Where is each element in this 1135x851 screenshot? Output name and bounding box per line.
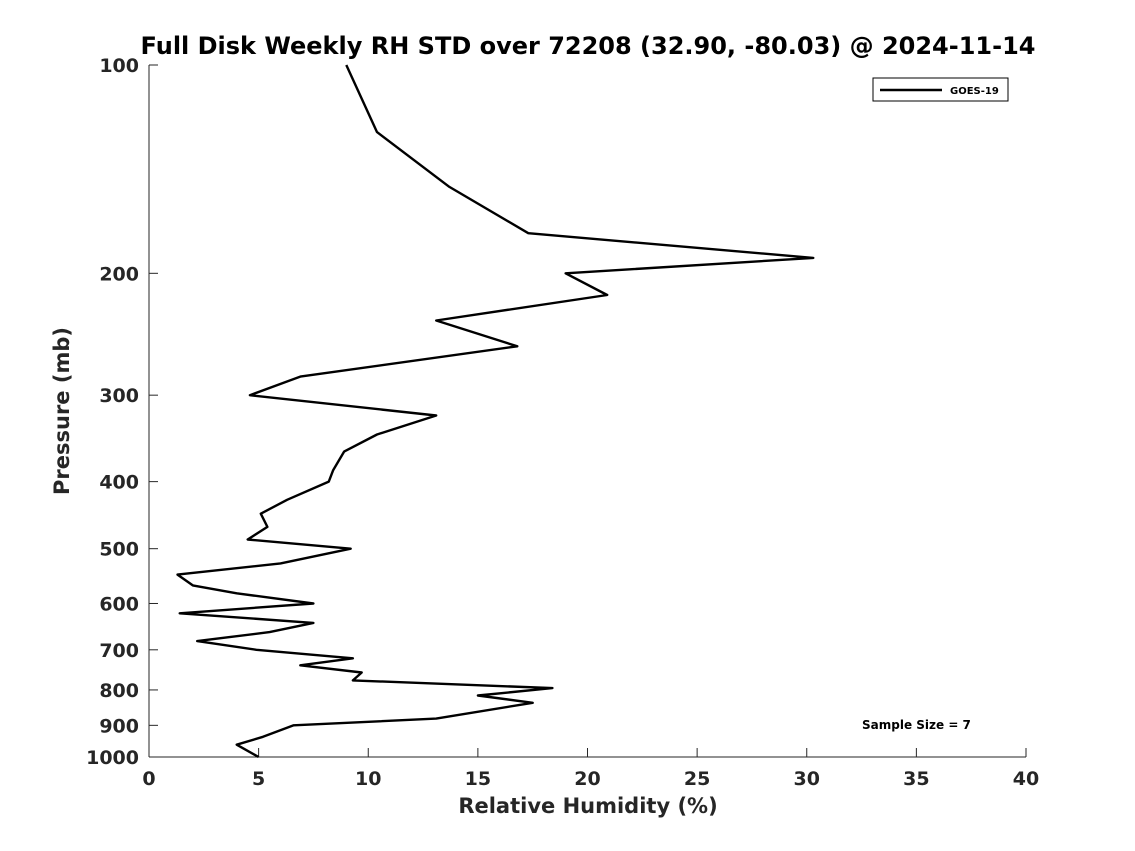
x-tick-label: 25 bbox=[684, 768, 710, 790]
y-tick-label: 500 bbox=[99, 539, 139, 561]
plot-area: 0 5 10 15 20 25 30 35 40 100 200 300 400 500 600 700 80… bbox=[86, 55, 1039, 790]
x-ticks: 0 5 10 15 20 25 30 35 40 bbox=[142, 748, 1039, 790]
x-tick-label: 40 bbox=[1013, 768, 1039, 790]
chart-title: Full Disk Weekly RH STD over 72208 (32.9… bbox=[141, 32, 1036, 60]
x-tick-label: 20 bbox=[574, 768, 600, 790]
y-tick-label: 1000 bbox=[86, 747, 139, 769]
sample-size-annotation: Sample Size = 7 bbox=[862, 718, 971, 732]
y-tick-label: 600 bbox=[99, 593, 139, 615]
y-tick-label: 100 bbox=[99, 55, 139, 77]
x-tick-label: 5 bbox=[252, 768, 265, 790]
y-ticks: 100 200 300 400 500 600 700 800 900 1000 bbox=[86, 55, 158, 769]
x-tick-label: 30 bbox=[794, 768, 820, 790]
y-tick-label: 700 bbox=[99, 640, 139, 662]
legend: GOES-19 bbox=[872, 77, 1009, 102]
y-tick-label: 900 bbox=[99, 715, 139, 737]
y-tick-label: 400 bbox=[99, 472, 139, 494]
x-tick-label: 0 bbox=[142, 768, 155, 790]
series-line-goes-19 bbox=[176, 64, 815, 759]
legend-label: GOES-19 bbox=[950, 86, 999, 97]
y-axis-label: Pressure (mb) bbox=[50, 327, 74, 495]
x-tick-label: 10 bbox=[355, 768, 381, 790]
y-tick-label: 300 bbox=[99, 385, 139, 407]
x-axis-label: Relative Humidity (%) bbox=[458, 794, 717, 818]
y-tick-label: 200 bbox=[99, 263, 139, 285]
x-tick-label: 35 bbox=[903, 768, 929, 790]
y-tick-label: 800 bbox=[99, 680, 139, 702]
x-tick-label: 15 bbox=[465, 768, 491, 790]
